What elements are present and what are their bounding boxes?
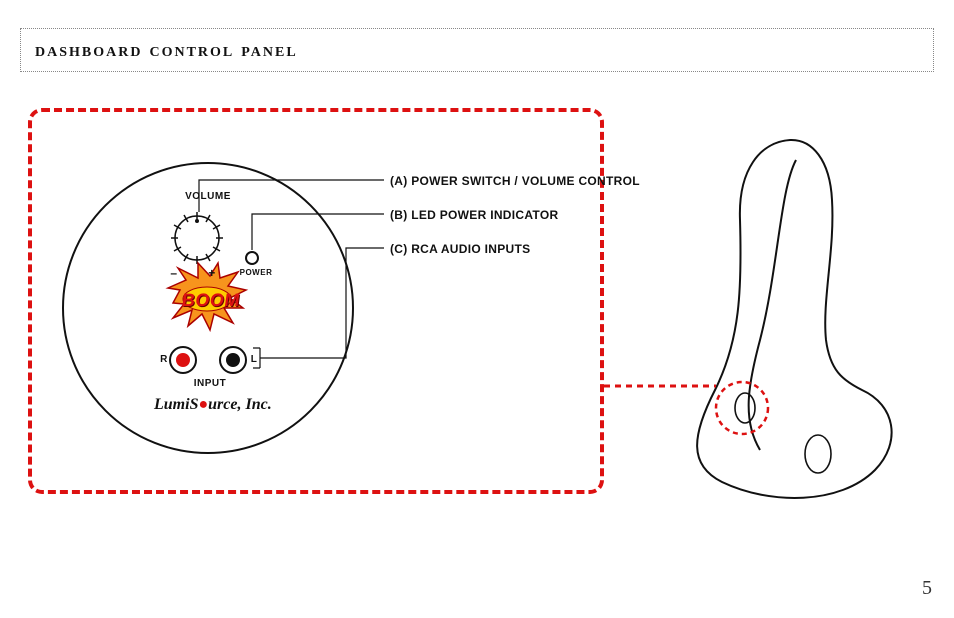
page-number: 5 bbox=[922, 577, 932, 600]
connector-line bbox=[0, 0, 954, 618]
